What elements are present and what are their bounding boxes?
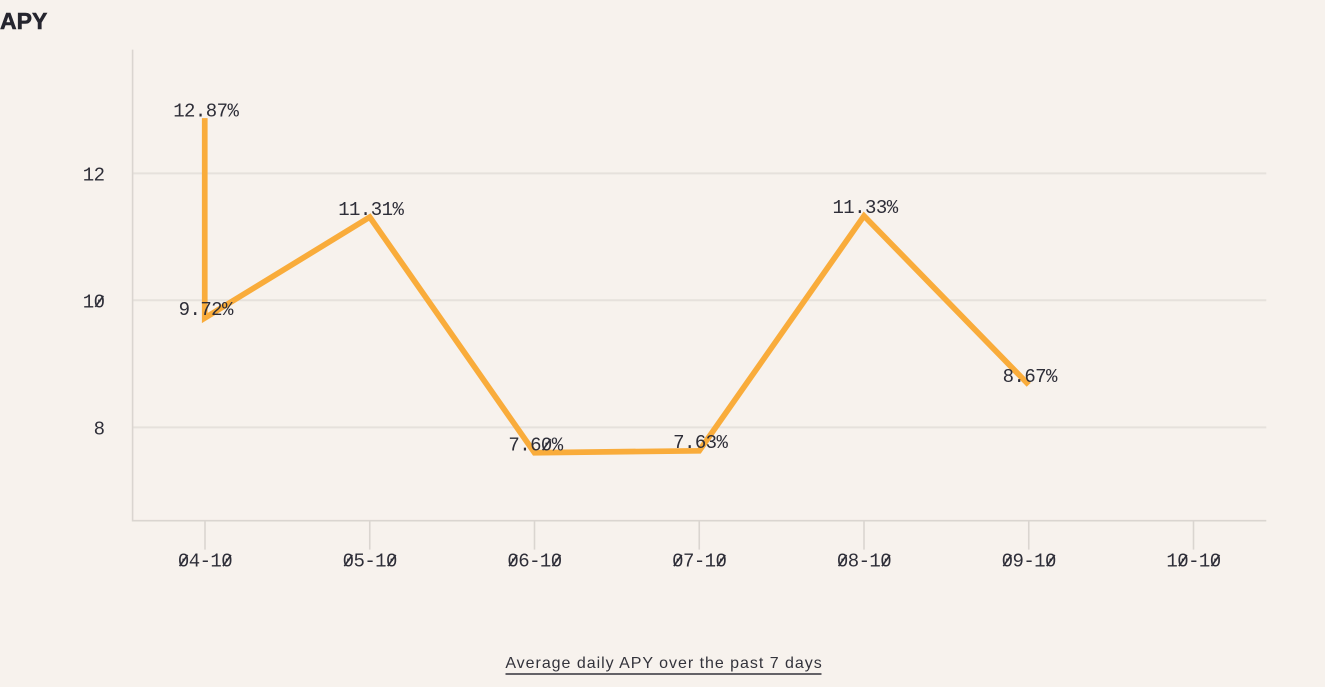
svg-text:07-10: 07-10	[672, 551, 726, 573]
svg-text:10-10: 10-10	[1166, 551, 1220, 573]
svg-text:7.63%: 7.63%	[673, 432, 728, 454]
svg-text:12: 12	[83, 165, 105, 187]
svg-text:11.31%: 11.31%	[338, 199, 404, 221]
svg-text:06-10: 06-10	[507, 551, 561, 573]
svg-text:12.87%: 12.87%	[173, 100, 239, 122]
svg-text:11.33%: 11.33%	[832, 197, 898, 219]
svg-text:10: 10	[83, 291, 105, 313]
svg-text:09-10: 09-10	[1002, 551, 1056, 573]
svg-text:05-10: 05-10	[343, 551, 397, 573]
svg-text:8.67%: 8.67%	[1003, 366, 1058, 388]
svg-text:Average daily APY over the pas: Average daily APY over the past 7 days	[505, 655, 822, 672]
svg-text:7.60%: 7.60%	[508, 435, 563, 457]
svg-text:APY: APY	[0, 8, 47, 34]
svg-text:08-10: 08-10	[837, 551, 891, 573]
svg-text:8: 8	[94, 418, 105, 440]
svg-text:9.72%: 9.72%	[179, 299, 234, 321]
svg-text:04-10: 04-10	[178, 551, 232, 573]
